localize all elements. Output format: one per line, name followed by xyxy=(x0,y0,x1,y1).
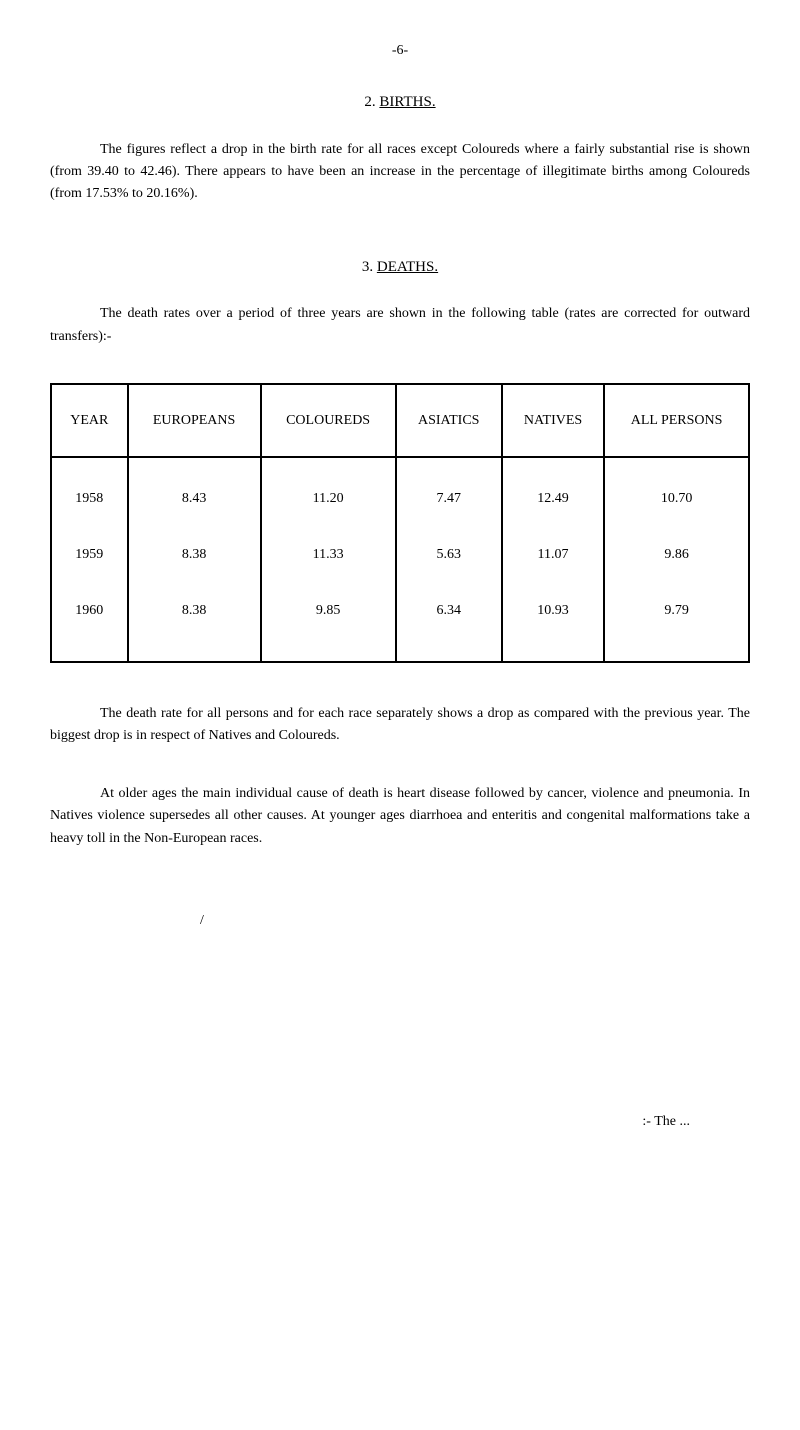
section-deaths-title: 3. DEATHS. xyxy=(50,256,750,279)
table-cell: 8.38 xyxy=(128,575,261,662)
table-cell: 1960 xyxy=(51,575,128,662)
table-header-coloureds: COLOUREDS xyxy=(261,384,396,457)
births-number: 2. xyxy=(364,94,375,110)
table-cell: 6.34 xyxy=(396,575,502,662)
table-cell: 11.07 xyxy=(502,519,604,575)
table-row: 1960 8.38 9.85 6.34 10.93 9.79 xyxy=(51,575,749,662)
table-row: 1959 8.38 11.33 5.63 11.07 9.86 xyxy=(51,519,749,575)
table-cell: 5.63 xyxy=(396,519,502,575)
slash-mark: / xyxy=(200,910,750,931)
section-births-title: 2. BIRTHS. xyxy=(50,91,750,114)
table-cell: 11.20 xyxy=(261,457,396,519)
table-cell: 12.49 xyxy=(502,457,604,519)
death-rate-paragraph: The death rate for all persons and for e… xyxy=(50,703,750,748)
table-cell: 1958 xyxy=(51,457,128,519)
table-header-all: ALL PERSONS xyxy=(604,384,749,457)
table-cell: 8.38 xyxy=(128,519,261,575)
table-cell: 7.47 xyxy=(396,457,502,519)
table-cell: 10.70 xyxy=(604,457,749,519)
table-header-asiatics: ASIATICS xyxy=(396,384,502,457)
table-cell: 10.93 xyxy=(502,575,604,662)
table-cell: 9.86 xyxy=(604,519,749,575)
deaths-number: 3. xyxy=(362,259,373,275)
table-cell: 1959 xyxy=(51,519,128,575)
continued-marker: :- The ... xyxy=(50,1111,690,1132)
table-header-row: YEAR EUROPEANS COLOUREDS ASIATICS NATIVE… xyxy=(51,384,749,457)
table-cell: 9.85 xyxy=(261,575,396,662)
table-header-year: YEAR xyxy=(51,384,128,457)
table-cell: 8.43 xyxy=(128,457,261,519)
page-number: -6- xyxy=(50,40,750,61)
deaths-paragraph: The death rates over a period of three y… xyxy=(50,303,750,348)
table-cell: 11.33 xyxy=(261,519,396,575)
table-header-europeans: EUROPEANS xyxy=(128,384,261,457)
deaths-label: DEATHS. xyxy=(377,259,438,275)
ages-paragraph: At older ages the main individual cause … xyxy=(50,783,750,850)
births-label: BIRTHS. xyxy=(379,94,435,110)
table-cell: 9.79 xyxy=(604,575,749,662)
table-header-natives: NATIVES xyxy=(502,384,604,457)
death-rates-table: YEAR EUROPEANS COLOUREDS ASIATICS NATIVE… xyxy=(50,383,750,663)
births-paragraph: The figures reflect a drop in the birth … xyxy=(50,139,750,206)
table-row: 1958 8.43 11.20 7.47 12.49 10.70 xyxy=(51,457,749,519)
